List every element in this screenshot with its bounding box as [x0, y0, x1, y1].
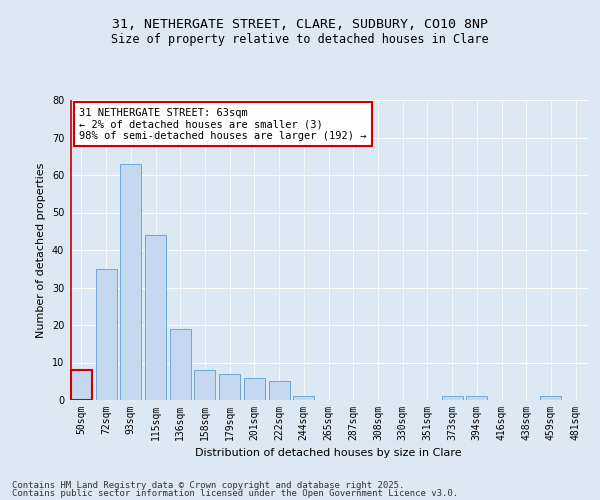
Bar [244, 378, 265, 400]
Y-axis label: Number of detached properties: Number of detached properties [36, 162, 46, 338]
Text: Contains HM Land Registry data © Crown copyright and database right 2025.: Contains HM Land Registry data © Crown c… [12, 481, 404, 490]
Bar [442, 396, 463, 400]
Bar [194, 370, 215, 400]
Bar [293, 396, 314, 400]
Bar [466, 396, 487, 400]
Bar [219, 374, 240, 400]
Bar [541, 396, 562, 400]
Text: 31, NETHERGATE STREET, CLARE, SUDBURY, CO10 8NP: 31, NETHERGATE STREET, CLARE, SUDBURY, C… [112, 18, 488, 30]
Bar [120, 164, 141, 400]
Text: Size of property relative to detached houses in Clare: Size of property relative to detached ho… [111, 32, 489, 46]
X-axis label: Distribution of detached houses by size in Clare: Distribution of detached houses by size … [195, 448, 462, 458]
Bar [145, 235, 166, 400]
Bar [269, 381, 290, 400]
Bar [95, 269, 116, 400]
Bar [71, 370, 92, 400]
Text: 31 NETHERGATE STREET: 63sqm
← 2% of detached houses are smaller (3)
98% of semi-: 31 NETHERGATE STREET: 63sqm ← 2% of deta… [79, 108, 367, 140]
Bar [170, 329, 191, 400]
Text: Contains public sector information licensed under the Open Government Licence v3: Contains public sector information licen… [12, 488, 458, 498]
